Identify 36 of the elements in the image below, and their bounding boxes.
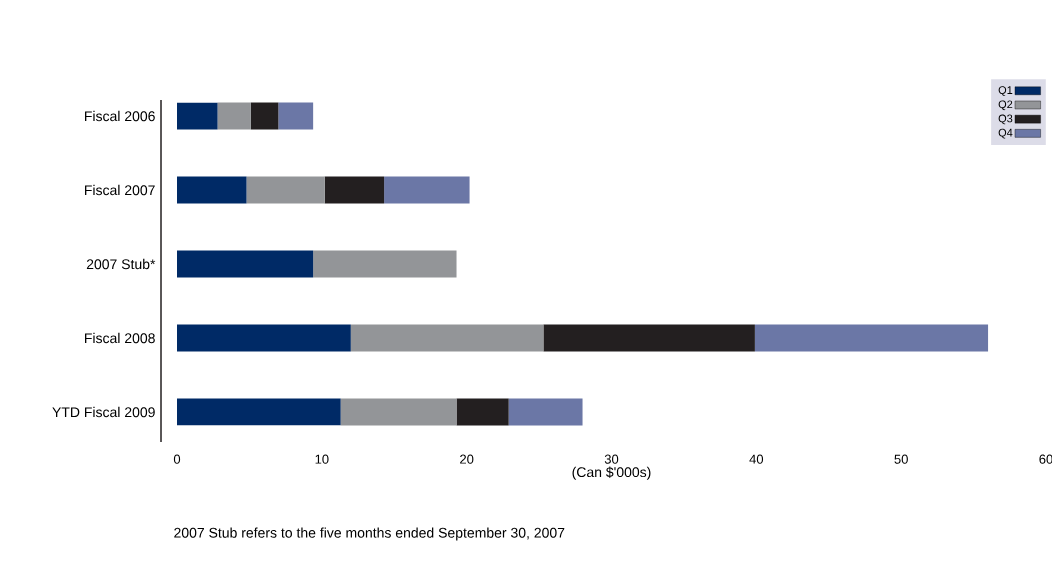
- y-tick-label: Fiscal 2007: [85, 184, 155, 196]
- legend-label: Q4: [998, 128, 1013, 139]
- x-tick-label: 40: [749, 454, 764, 464]
- legend-label: Q2: [998, 100, 1013, 111]
- x-tick-label: 0: [173, 454, 181, 464]
- text: 2007 Stub refers to the five months ended September 30, 2007: [174, 527, 565, 541]
- bar: [250, 102, 279, 130]
- legend-label: Q3: [998, 114, 1013, 125]
- bar: [313, 250, 457, 278]
- bar: [324, 176, 385, 204]
- x-tick-label: 30: [604, 454, 619, 464]
- y-tick-label: Fiscal 2006: [85, 110, 155, 122]
- y-tick-label: Fiscal 2008: [85, 332, 155, 344]
- bar: [177, 398, 341, 426]
- bar: [177, 102, 218, 130]
- x-axis-title: (Can $'000s): [572, 466, 651, 480]
- x-tick-label: 60: [1039, 454, 1052, 464]
- bar: [456, 398, 509, 426]
- bar: [177, 176, 247, 204]
- bar: [246, 176, 325, 204]
- bar: [384, 176, 470, 204]
- bar: [340, 398, 457, 426]
- bar: [177, 250, 314, 278]
- bar: [754, 324, 989, 352]
- bar: [217, 102, 251, 130]
- legend-label: Q1: [998, 86, 1013, 96]
- bar: [278, 102, 314, 130]
- bar: [543, 324, 755, 352]
- bar: [177, 324, 351, 352]
- bar: [350, 324, 544, 352]
- x-tick-label: 10: [315, 454, 329, 464]
- y-tick-label: 2007 Stub*: [86, 258, 156, 270]
- y-tick-label: YTD Fiscal 2009: [52, 406, 155, 418]
- bar: [508, 398, 583, 426]
- x-tick-label: 20: [460, 454, 474, 464]
- x-tick-label: 50: [894, 454, 908, 464]
